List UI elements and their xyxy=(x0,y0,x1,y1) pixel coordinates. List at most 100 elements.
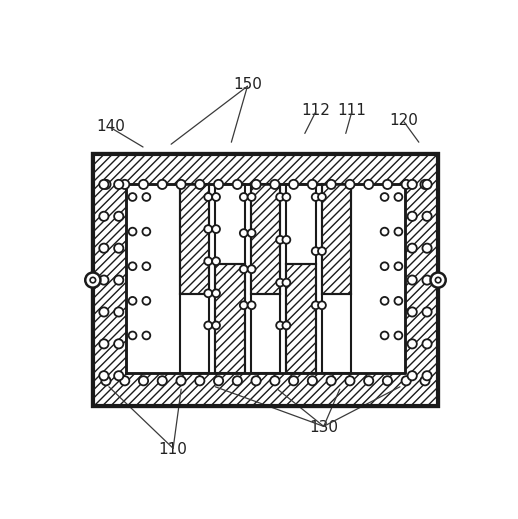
Circle shape xyxy=(276,321,284,329)
Circle shape xyxy=(99,243,108,253)
Circle shape xyxy=(212,193,220,201)
Circle shape xyxy=(114,243,123,253)
Circle shape xyxy=(423,371,431,380)
Circle shape xyxy=(240,265,248,273)
Circle shape xyxy=(240,302,248,309)
Circle shape xyxy=(346,376,354,386)
Circle shape xyxy=(401,180,411,189)
Circle shape xyxy=(251,180,261,189)
Circle shape xyxy=(142,297,150,305)
Circle shape xyxy=(270,180,280,189)
Text: 150: 150 xyxy=(233,77,262,92)
Bar xyxy=(93,154,438,406)
Circle shape xyxy=(204,321,212,329)
Circle shape xyxy=(318,193,326,201)
Circle shape xyxy=(408,243,417,253)
Circle shape xyxy=(282,193,290,201)
Circle shape xyxy=(282,236,290,244)
Circle shape xyxy=(251,376,261,386)
Bar xyxy=(126,184,405,373)
Circle shape xyxy=(395,262,402,270)
Circle shape xyxy=(204,290,212,297)
Text: 112: 112 xyxy=(301,103,330,118)
Circle shape xyxy=(408,276,417,285)
Circle shape xyxy=(381,297,388,305)
Circle shape xyxy=(214,376,223,386)
Circle shape xyxy=(423,339,431,348)
Circle shape xyxy=(276,236,284,244)
Circle shape xyxy=(214,180,223,189)
Circle shape xyxy=(326,180,336,189)
Circle shape xyxy=(423,243,431,253)
Circle shape xyxy=(99,276,108,285)
Circle shape xyxy=(282,321,290,329)
Bar xyxy=(180,184,209,294)
Circle shape xyxy=(204,257,212,265)
Circle shape xyxy=(139,376,148,386)
Circle shape xyxy=(308,180,317,189)
Circle shape xyxy=(276,193,284,201)
Circle shape xyxy=(99,371,108,380)
Circle shape xyxy=(85,272,100,288)
Circle shape xyxy=(233,376,242,386)
Circle shape xyxy=(212,225,220,233)
Circle shape xyxy=(128,193,136,201)
Circle shape xyxy=(395,332,402,339)
Circle shape xyxy=(248,302,255,309)
Circle shape xyxy=(195,376,205,386)
Circle shape xyxy=(195,180,205,189)
Circle shape xyxy=(128,332,136,339)
Circle shape xyxy=(142,262,150,270)
Circle shape xyxy=(318,247,326,255)
Circle shape xyxy=(346,180,354,189)
Circle shape xyxy=(120,180,130,189)
Circle shape xyxy=(248,229,255,237)
Circle shape xyxy=(435,277,441,283)
Circle shape xyxy=(204,225,212,233)
Circle shape xyxy=(102,376,110,386)
Circle shape xyxy=(408,180,417,189)
Text: 140: 140 xyxy=(96,119,125,134)
Circle shape xyxy=(312,193,320,201)
Circle shape xyxy=(423,276,431,285)
Bar xyxy=(93,154,438,406)
Circle shape xyxy=(114,180,123,189)
Circle shape xyxy=(383,376,392,386)
Circle shape xyxy=(408,212,417,221)
Circle shape xyxy=(395,228,402,236)
Circle shape xyxy=(423,180,431,189)
Circle shape xyxy=(318,302,326,309)
Circle shape xyxy=(326,376,336,386)
Circle shape xyxy=(381,193,388,201)
Circle shape xyxy=(395,193,402,201)
Circle shape xyxy=(408,307,417,317)
Bar xyxy=(286,264,315,373)
Text: 110: 110 xyxy=(159,442,188,457)
Circle shape xyxy=(421,376,429,386)
Circle shape xyxy=(99,307,108,317)
Circle shape xyxy=(383,180,392,189)
Text: 130: 130 xyxy=(309,420,338,435)
Circle shape xyxy=(276,279,284,286)
Circle shape xyxy=(157,180,167,189)
Circle shape xyxy=(177,180,185,189)
Circle shape xyxy=(204,193,212,201)
Circle shape xyxy=(114,212,123,221)
Bar xyxy=(93,154,438,406)
Circle shape xyxy=(364,376,373,386)
Circle shape xyxy=(90,277,96,283)
Circle shape xyxy=(421,180,429,189)
Circle shape xyxy=(430,272,445,288)
Circle shape xyxy=(99,339,108,348)
Circle shape xyxy=(212,257,220,265)
Circle shape xyxy=(289,376,298,386)
Circle shape xyxy=(114,339,123,348)
Text: 111: 111 xyxy=(337,103,366,118)
Circle shape xyxy=(312,302,320,309)
Circle shape xyxy=(212,321,220,329)
Circle shape xyxy=(312,247,320,255)
Bar xyxy=(251,184,280,294)
Circle shape xyxy=(381,332,388,339)
Circle shape xyxy=(142,332,150,339)
Circle shape xyxy=(240,193,248,201)
